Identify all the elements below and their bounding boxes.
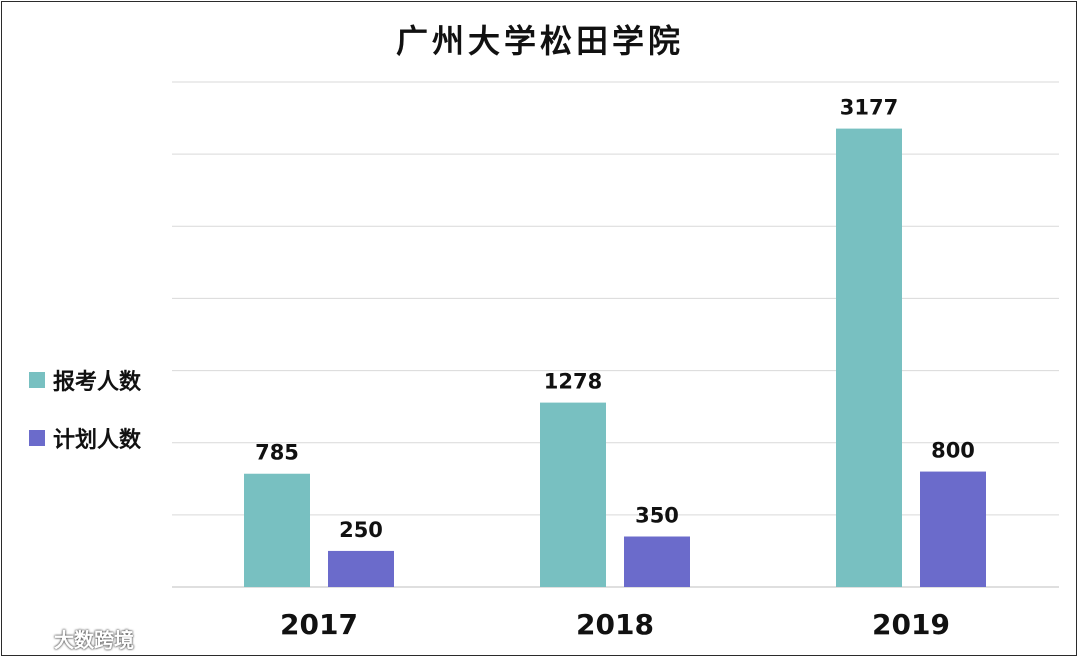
x-tick-label-2017: 2017 [280, 608, 358, 641]
watermark-logo-icon [10, 631, 50, 646]
data-label-applicants-2017: 785 [255, 441, 299, 465]
data-label-planned-2018: 350 [635, 504, 679, 528]
watermark: 大数跨境 [10, 624, 134, 653]
chart-title: 广州大学松田学院 [395, 22, 684, 60]
bar-planned-2018 [624, 536, 690, 587]
bar-applicants-2018 [540, 402, 606, 587]
legend: 报考人数 计划人数 [29, 362, 141, 478]
grid-lines [172, 81, 1059, 588]
data-label-applicants-2018: 1278 [544, 370, 602, 394]
data-label-planned-2017: 250 [339, 518, 383, 542]
legend-item-planned: 计划人数 [29, 420, 141, 456]
legend-swatch-planned [29, 430, 45, 446]
legend-label-applicants: 报考人数 [53, 370, 142, 395]
legend-item-applicants: 报考人数 [29, 362, 141, 398]
bars-group [244, 128, 986, 587]
x-tick-label-2018: 2018 [576, 608, 654, 641]
x-tick-label-2019: 2019 [872, 608, 950, 641]
bar-applicants-2017 [244, 473, 310, 587]
legend-label-planned: 计划人数 [53, 428, 142, 453]
bar-planned-2017 [328, 550, 394, 587]
watermark-text: 大数跨境 [54, 628, 134, 652]
bar-planned-2019 [920, 471, 986, 587]
data-label-applicants-2019: 3177 [840, 96, 898, 120]
data-label-planned-2019: 800 [931, 439, 975, 463]
legend-swatch-applicants [29, 372, 45, 388]
bar-applicants-2019 [836, 128, 902, 587]
x-tick-labels-group: 2017 2018 2019 [280, 608, 950, 641]
data-labels-group: 785 250 1278 350 3177 800 [255, 96, 975, 542]
